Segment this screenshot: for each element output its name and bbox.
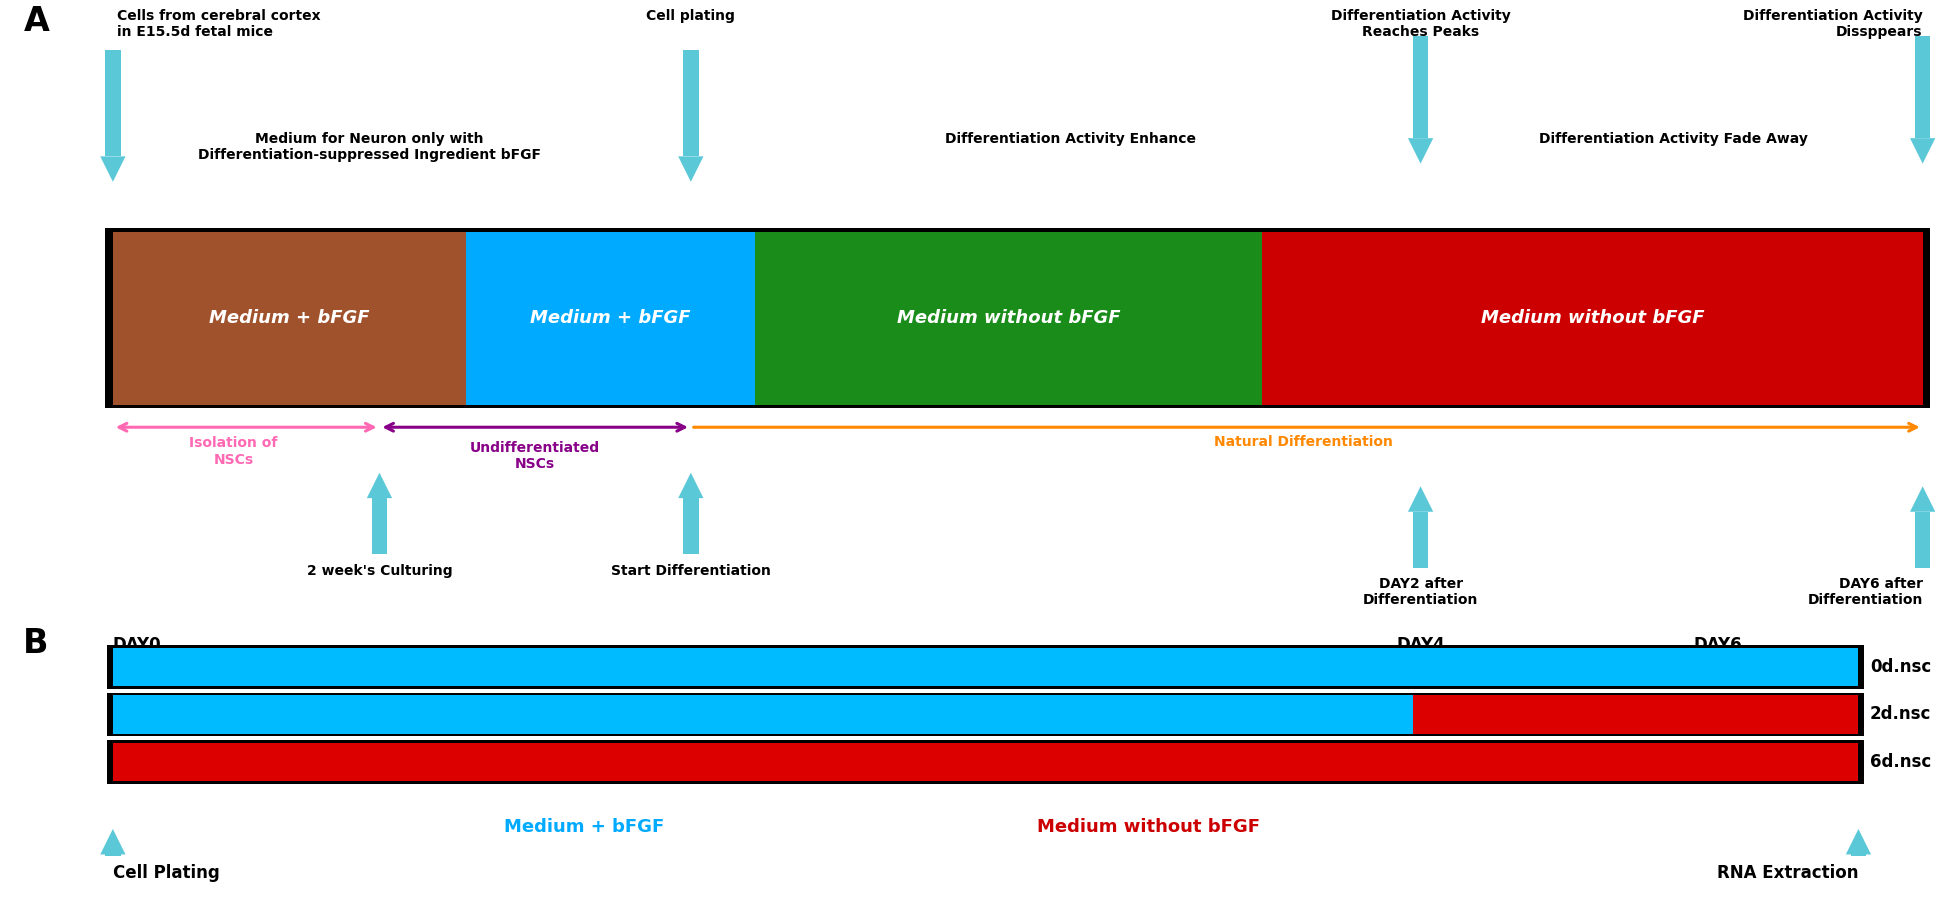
Text: Isolation of
NSCs: Isolation of NSCs (189, 436, 278, 466)
Bar (105, 50, 121, 156)
Polygon shape (1845, 829, 1870, 854)
Bar (1851, 854, 1866, 856)
Bar (107, 740, 1864, 784)
Text: Natural Differentiation: Natural Differentiation (1214, 435, 1393, 448)
Text: Cell plating: Cell plating (646, 9, 736, 23)
Bar (105, 228, 1930, 408)
Text: 2 week's Culturing: 2 week's Culturing (307, 564, 451, 577)
Text: Differentiation Activity Fade Away: Differentiation Activity Fade Away (1539, 132, 1808, 145)
Bar (1413, 695, 1858, 734)
Bar (113, 743, 1858, 781)
Text: DAY6 after
Differentiation: DAY6 after Differentiation (1808, 577, 1923, 607)
Polygon shape (1911, 486, 1934, 512)
Polygon shape (677, 156, 704, 182)
Text: 6d.nsc: 6d.nsc (1870, 753, 1930, 771)
Text: Differentiation Activity
Dissppears: Differentiation Activity Dissppears (1744, 9, 1923, 39)
Text: Medium + bFGF: Medium + bFGF (504, 818, 664, 836)
Text: Medium + bFGF: Medium + bFGF (208, 309, 370, 327)
Bar (105, 854, 121, 856)
Text: Cells from cerebral cortex
in E15.5d fetal mice: Cells from cerebral cortex in E15.5d fet… (117, 9, 321, 39)
Text: Medium for Neuron only with
Differentiation-suppressed Ingredient bFGF: Medium for Neuron only with Differentiat… (198, 132, 541, 162)
Bar (1915, 512, 1930, 568)
Polygon shape (677, 473, 704, 498)
Bar (1263, 232, 1923, 405)
Text: DAY4: DAY4 (1395, 636, 1446, 654)
Text: Medium without bFGF: Medium without bFGF (1037, 818, 1259, 836)
Bar (683, 498, 699, 554)
Text: RNA Extraction: RNA Extraction (1716, 864, 1858, 882)
Bar (1413, 36, 1428, 138)
Bar (113, 648, 1858, 686)
Text: A: A (23, 5, 49, 37)
Bar (1413, 512, 1428, 568)
Bar (107, 645, 1864, 689)
Polygon shape (1409, 486, 1432, 512)
Text: Medium + bFGF: Medium + bFGF (531, 309, 691, 327)
Text: Cell Plating: Cell Plating (113, 864, 220, 882)
Text: Medium without bFGF: Medium without bFGF (1481, 309, 1705, 327)
Text: 0d.nsc: 0d.nsc (1870, 658, 1930, 676)
Text: DAY0: DAY0 (113, 636, 162, 654)
Text: Differentiation Activity
Reaches Peaks: Differentiation Activity Reaches Peaks (1331, 9, 1510, 39)
Text: DAY6: DAY6 (1693, 636, 1742, 654)
Text: Differentiation Activity Enhance: Differentiation Activity Enhance (946, 132, 1195, 145)
Bar (107, 693, 1864, 736)
Text: DAY2 after
Differentiation: DAY2 after Differentiation (1362, 577, 1479, 607)
Text: 2d.nsc: 2d.nsc (1870, 705, 1932, 724)
Text: B: B (23, 627, 49, 660)
Text: Start Differentiation: Start Differentiation (611, 564, 771, 577)
Bar (683, 50, 699, 156)
Text: Medium without bFGF: Medium without bFGF (897, 309, 1121, 327)
Polygon shape (1911, 138, 1934, 164)
Text: Undifferentiated
NSCs: Undifferentiated NSCs (471, 441, 599, 471)
Polygon shape (368, 473, 393, 498)
Bar (113, 232, 465, 405)
Bar (1915, 36, 1930, 138)
Bar (755, 232, 1263, 405)
Bar (465, 232, 755, 405)
Bar (372, 498, 387, 554)
Polygon shape (101, 829, 125, 854)
Bar (113, 695, 1413, 734)
Polygon shape (101, 156, 125, 182)
Polygon shape (1409, 138, 1432, 164)
